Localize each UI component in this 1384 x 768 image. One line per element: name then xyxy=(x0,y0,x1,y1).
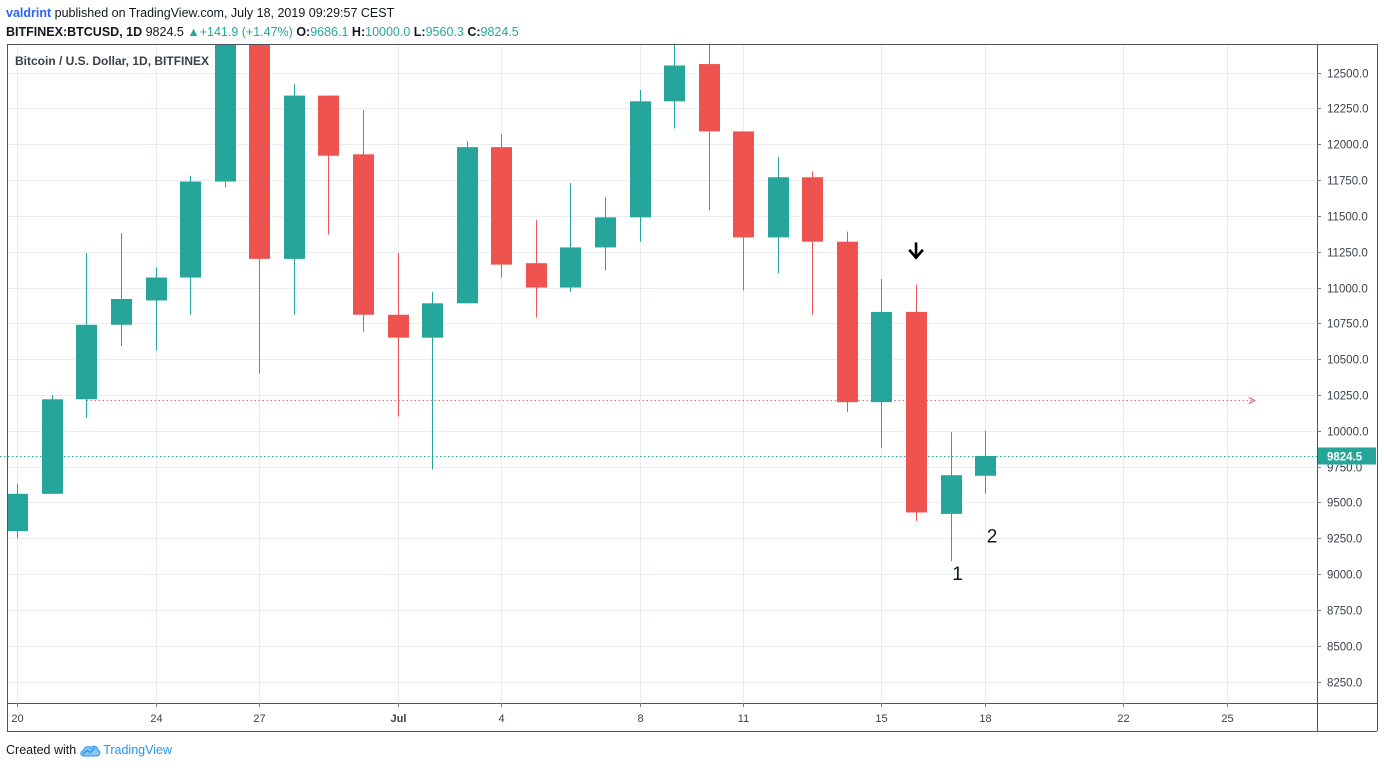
candles xyxy=(7,44,996,562)
published-text: published on TradingView.com, July 18, 2… xyxy=(54,6,395,20)
y-tick-label: 9250.0 xyxy=(1327,534,1362,546)
candle-body xyxy=(560,247,581,288)
grid-lines xyxy=(7,44,1317,703)
x-tick-label: 24 xyxy=(150,713,162,725)
footer: Created with TradingView xyxy=(6,741,172,759)
candle-body xyxy=(388,314,409,338)
candle-body xyxy=(249,44,270,259)
annotation-label: 2 xyxy=(987,527,998,548)
triangle-up-icon: ▲ xyxy=(187,25,200,39)
created-with-text: Created with xyxy=(6,743,77,757)
last-price-value: 9824.5 xyxy=(145,25,184,39)
candle-body xyxy=(318,95,339,156)
last-price-badge-text: 9824.5 xyxy=(1327,452,1363,464)
candle-body xyxy=(491,147,512,265)
high-value: 10000.0 xyxy=(365,25,411,39)
candle-body xyxy=(284,95,305,259)
high-label: H: xyxy=(351,25,366,39)
candle-body xyxy=(146,277,167,301)
candle-body xyxy=(768,177,789,238)
chart-title: Bitcoin / U.S. Dollar, 1D, BITFINEX xyxy=(15,54,209,68)
x-tick-label: 4 xyxy=(498,713,504,725)
last-price-badge xyxy=(1318,447,1376,465)
tradingview-brand-link[interactable]: TradingView xyxy=(79,741,172,759)
y-tick-label: 11500.0 xyxy=(1327,212,1368,224)
y-tick-label: 9500.0 xyxy=(1327,498,1362,510)
candle-body xyxy=(353,154,374,315)
candle-body xyxy=(457,147,478,304)
y-tick-label: 12500.0 xyxy=(1327,69,1369,81)
candle-body xyxy=(630,101,651,218)
candle-body xyxy=(837,241,858,403)
annotation-label: 1 xyxy=(952,564,963,585)
y-tick-label: 11250.0 xyxy=(1327,248,1368,260)
x-tick-label: 11 xyxy=(738,713,749,725)
chart-frame xyxy=(7,44,1378,732)
x-tick-label: 15 xyxy=(875,713,887,725)
horizontal-lines xyxy=(0,397,1317,457)
candle-body xyxy=(180,181,201,278)
close-value: 9824.5 xyxy=(480,25,519,39)
x-tick-label: 22 xyxy=(1117,713,1129,725)
candle-body xyxy=(76,324,97,400)
y-tick-label: 8250.0 xyxy=(1327,678,1362,690)
y-tick-label: 10000.0 xyxy=(1327,427,1369,439)
symbol-label: BITFINEX:BTCUSD, 1D xyxy=(6,25,143,39)
candle-body xyxy=(422,303,443,338)
low-value: 9560.3 xyxy=(425,25,464,39)
candle-body xyxy=(733,131,754,238)
candle-body xyxy=(7,493,28,532)
x-tick-label: Jul xyxy=(391,713,407,725)
y-tick-label: 11750.0 xyxy=(1327,176,1368,188)
candlestick-chart[interactable]: 12 Bitcoin / U.S. Dollar, 1D, BITFINEX 8… xyxy=(0,0,1384,740)
candle-body xyxy=(871,311,892,403)
candle-body xyxy=(941,475,962,514)
candle-body xyxy=(975,455,996,476)
candle-body xyxy=(699,64,720,132)
candle-body xyxy=(595,217,616,248)
tradingview-brand-text: TradingView xyxy=(103,743,172,757)
y-tick-label: 10500.0 xyxy=(1327,355,1369,367)
candle-body xyxy=(906,311,927,513)
arrow-down-icon xyxy=(908,242,924,260)
y-tick-label: 10250.0 xyxy=(1327,391,1369,403)
close-label: C: xyxy=(467,25,481,39)
low-label: L: xyxy=(413,25,426,39)
x-tick-label: 27 xyxy=(253,713,265,725)
y-tick-label: 12250.0 xyxy=(1327,104,1369,116)
annotations: 12 xyxy=(908,242,998,585)
y-tick-label: 9000.0 xyxy=(1327,570,1362,582)
change-value: +141.9 (+1.47%) xyxy=(199,25,293,39)
y-tick-label: 8750.0 xyxy=(1327,606,1362,618)
support-line-arrowhead xyxy=(1248,397,1256,404)
candle-body xyxy=(111,299,132,325)
x-tick-label: 8 xyxy=(637,713,643,725)
username-link[interactable]: valdrint xyxy=(6,6,52,20)
y-tick-label: 8500.0 xyxy=(1327,642,1362,654)
x-tick-label: 18 xyxy=(979,713,991,725)
candle-body xyxy=(42,399,63,494)
ohlc-legend: BITFINEX:BTCUSD, 1D 9824.5 ▲+141.9 (+1.4… xyxy=(6,23,519,42)
chart-header: valdrint published on TradingView.com, J… xyxy=(6,4,519,42)
candle-body xyxy=(802,177,823,242)
y-tick-label: 12000.0 xyxy=(1327,140,1369,152)
time-axis: 20 24 27 Jul 4 8 11 15 18 22 25 xyxy=(11,703,1234,725)
tradingview-cloud-icon xyxy=(80,745,101,757)
open-label: O: xyxy=(296,25,311,39)
candle-body xyxy=(664,65,685,102)
candle-body xyxy=(526,263,547,288)
y-tick-label: 9750.0 xyxy=(1327,463,1362,475)
candle-body xyxy=(215,44,236,182)
x-tick-label: 20 xyxy=(11,713,23,725)
price-axis: 8250.0 8500.0 8750.0 9000.0 9250.0 9500.0 9750… xyxy=(1317,69,1376,690)
x-tick-label: 25 xyxy=(1221,713,1233,725)
open-value: 9686.1 xyxy=(310,25,349,39)
publish-info: valdrint published on TradingView.com, J… xyxy=(6,4,519,23)
y-tick-label: 11000.0 xyxy=(1327,284,1368,296)
y-tick-label: 10750.0 xyxy=(1327,319,1369,331)
